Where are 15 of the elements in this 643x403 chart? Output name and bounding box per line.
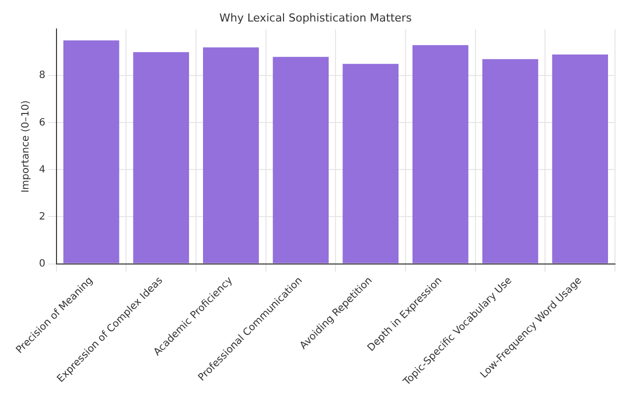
y-axis-title: Importance (0–10) <box>20 100 32 193</box>
bar <box>63 40 120 264</box>
bar <box>342 64 399 264</box>
bar <box>482 59 538 264</box>
bar <box>552 54 608 264</box>
y-tick-label: 4 <box>38 164 46 176</box>
bar <box>272 56 329 264</box>
chart-title: Why Lexical Sophistication Matters <box>219 11 412 24</box>
bar <box>133 52 190 264</box>
bar <box>412 45 468 264</box>
bar <box>203 47 259 264</box>
y-tick-label: 2 <box>38 211 46 222</box>
y-tick-label: 8 <box>38 70 46 82</box>
y-tick-label: 0 <box>38 258 46 270</box>
y-tick-label: 6 <box>38 117 46 128</box>
